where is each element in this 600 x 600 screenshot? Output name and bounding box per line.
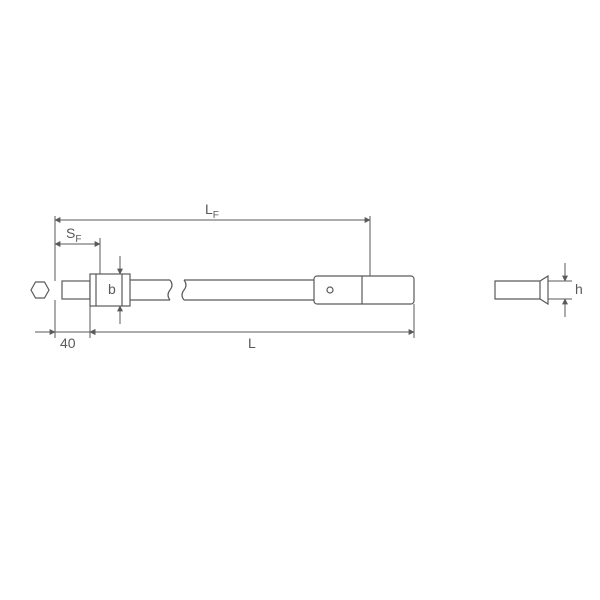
dim-l-label: L [248, 335, 256, 351]
dim-lf-label: LF [205, 201, 219, 221]
side-view: h [495, 263, 583, 317]
drawing-canvas: LF SF b 40 L h [0, 0, 600, 600]
front-view: LF SF b 40 L [31, 201, 414, 351]
drive-stub [62, 281, 90, 299]
break-left [168, 280, 172, 300]
dim-sf-label: SF [66, 225, 81, 245]
break-right [182, 280, 186, 300]
shaft-seg-2 [184, 280, 314, 300]
shaft-seg-1 [130, 280, 170, 300]
dim-h-label: h [575, 281, 583, 297]
handle [314, 276, 414, 304]
dim-b-label: b [108, 281, 116, 297]
dim-40-label: 40 [60, 335, 76, 351]
hex-drive-icon [31, 282, 49, 298]
